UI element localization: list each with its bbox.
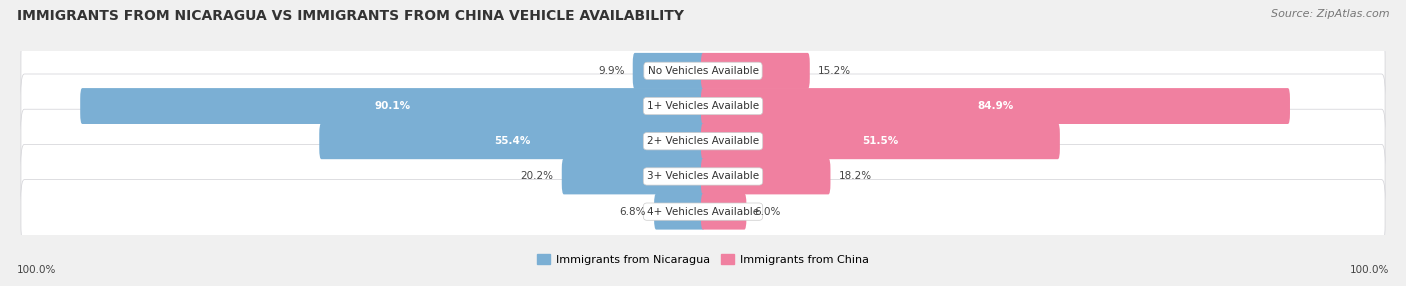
FancyBboxPatch shape <box>702 88 1289 124</box>
Text: 6.8%: 6.8% <box>619 207 645 217</box>
Text: 9.9%: 9.9% <box>598 66 624 76</box>
FancyBboxPatch shape <box>702 194 747 230</box>
Text: 90.1%: 90.1% <box>374 101 411 111</box>
FancyBboxPatch shape <box>21 39 1385 103</box>
Text: 15.2%: 15.2% <box>818 66 851 76</box>
Text: 100.0%: 100.0% <box>1350 265 1389 275</box>
Text: 55.4%: 55.4% <box>494 136 530 146</box>
FancyBboxPatch shape <box>21 74 1385 138</box>
Legend: Immigrants from Nicaragua, Immigrants from China: Immigrants from Nicaragua, Immigrants fr… <box>533 250 873 269</box>
FancyBboxPatch shape <box>562 158 704 194</box>
Text: 84.9%: 84.9% <box>977 101 1014 111</box>
FancyBboxPatch shape <box>702 158 831 194</box>
Text: 51.5%: 51.5% <box>862 136 898 146</box>
Text: 18.2%: 18.2% <box>839 171 872 181</box>
Text: IMMIGRANTS FROM NICARAGUA VS IMMIGRANTS FROM CHINA VEHICLE AVAILABILITY: IMMIGRANTS FROM NICARAGUA VS IMMIGRANTS … <box>17 9 683 23</box>
Text: 2+ Vehicles Available: 2+ Vehicles Available <box>647 136 759 146</box>
Text: 3+ Vehicles Available: 3+ Vehicles Available <box>647 171 759 181</box>
FancyBboxPatch shape <box>702 53 810 89</box>
Text: 6.0%: 6.0% <box>755 207 782 217</box>
FancyBboxPatch shape <box>702 123 1060 159</box>
FancyBboxPatch shape <box>654 194 704 230</box>
Text: No Vehicles Available: No Vehicles Available <box>648 66 758 76</box>
FancyBboxPatch shape <box>21 144 1385 208</box>
Text: 100.0%: 100.0% <box>17 265 56 275</box>
Text: Source: ZipAtlas.com: Source: ZipAtlas.com <box>1271 9 1389 19</box>
Text: 4+ Vehicles Available: 4+ Vehicles Available <box>647 207 759 217</box>
Text: 1+ Vehicles Available: 1+ Vehicles Available <box>647 101 759 111</box>
FancyBboxPatch shape <box>633 53 704 89</box>
FancyBboxPatch shape <box>319 123 704 159</box>
FancyBboxPatch shape <box>21 180 1385 244</box>
FancyBboxPatch shape <box>80 88 704 124</box>
FancyBboxPatch shape <box>21 109 1385 173</box>
Text: 20.2%: 20.2% <box>520 171 554 181</box>
